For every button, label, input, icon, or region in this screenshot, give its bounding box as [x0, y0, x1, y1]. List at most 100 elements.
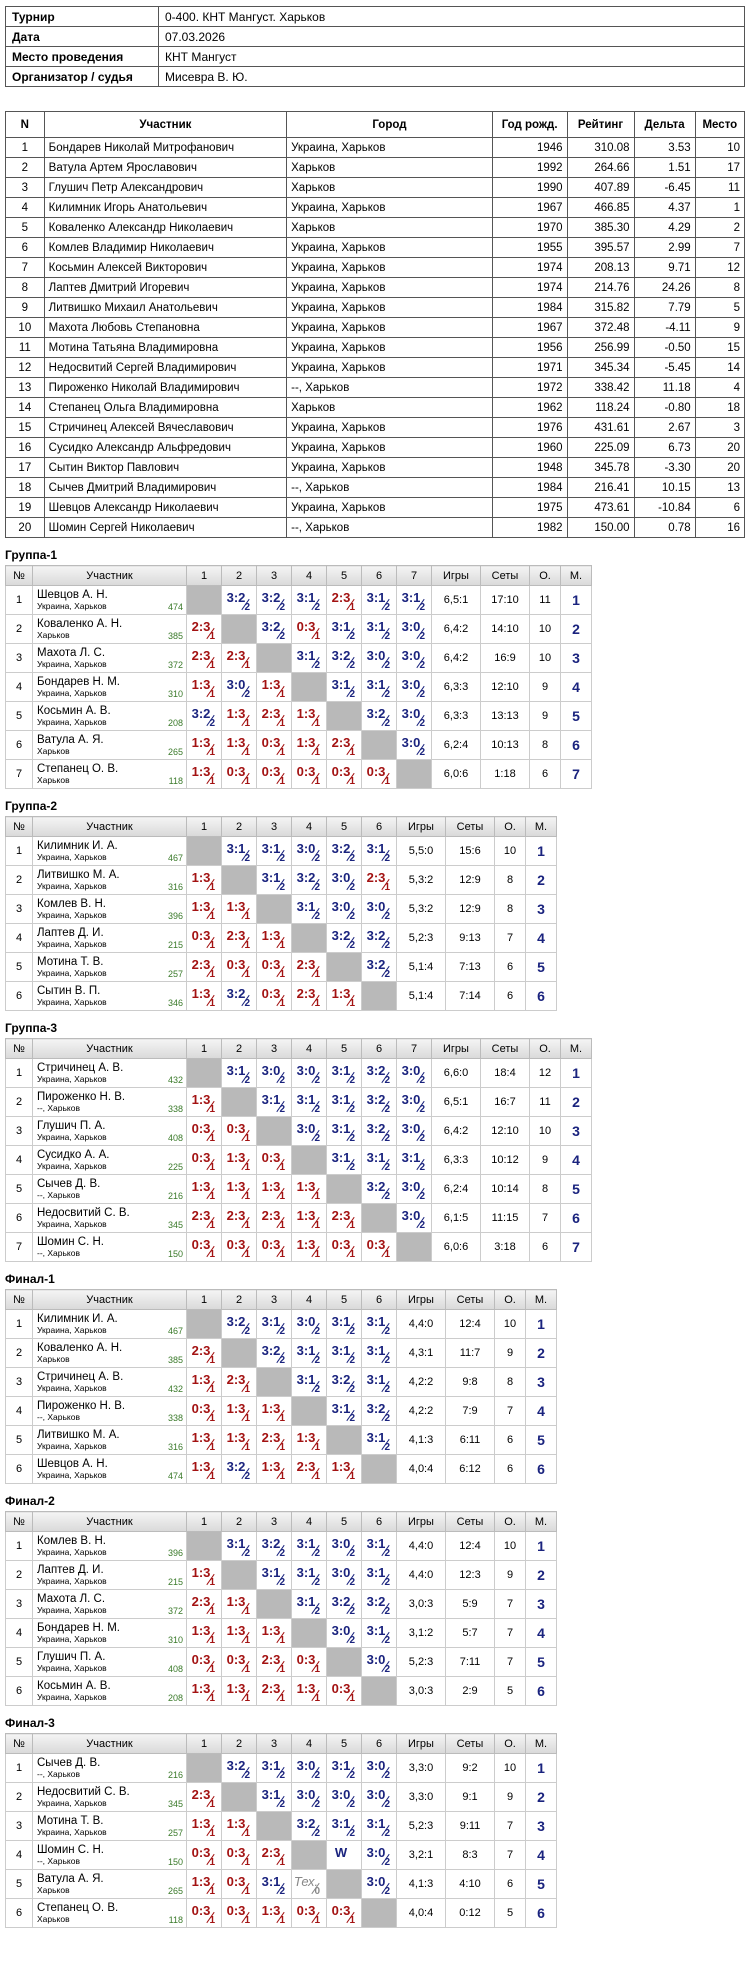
game-points: 1 — [209, 1886, 215, 1897]
participant-rating: 150 — [167, 1249, 183, 1259]
game-cell: 3:1 2 — [361, 1560, 397, 1590]
seed-number: 1 — [5, 585, 33, 615]
game-cell: 3:0 2 — [291, 1116, 327, 1146]
points: 10 — [529, 1116, 561, 1146]
points: 7 — [494, 1647, 526, 1677]
participant-name: Стричинец А. В. — [37, 1371, 124, 1383]
game-cell: 0:3 1 — [221, 1647, 257, 1677]
participant-rating: 257 — [167, 1828, 183, 1838]
game-points: 1 — [349, 1693, 355, 1704]
place: 6 — [525, 1676, 557, 1706]
column-header: Игры — [396, 1511, 446, 1532]
place: 5 — [525, 952, 557, 982]
player-row: 12 Недосвитий Сергей Владимирович Украина,… — [5, 357, 746, 378]
game-score: 3:1 — [366, 589, 386, 605]
sets: 12:10 — [480, 672, 530, 702]
column-header: 6 — [361, 1511, 397, 1532]
game-score: 3:1 — [366, 1815, 386, 1831]
game-points: 2 — [314, 1384, 320, 1395]
player-cell: 395.57 — [566, 237, 635, 258]
game-cell: 3:0 2 — [326, 1618, 362, 1648]
seed-number: 5 — [5, 952, 33, 982]
game-points: 1 — [279, 1471, 285, 1482]
group-row: 2 Пироженко Н. В. --, Харьков 338 1:3 1 3:1 2 3:… — [5, 1087, 592, 1117]
game-cell-empty — [186, 1531, 222, 1561]
sets: 16:9 — [480, 643, 530, 673]
participant: Бондарев Н. М. Украина, Харьков 310 — [32, 672, 187, 702]
participant-name: Сычев Д. В. — [37, 1757, 101, 1769]
game-points: 2 — [314, 911, 320, 922]
participant: Коваленко А. Н. Харьков 385 — [32, 614, 187, 644]
game-points: 2 — [349, 882, 355, 893]
column-header: Сеты — [445, 1511, 495, 1532]
participant: Косьмин А. В. Украина, Харьков 208 — [32, 1676, 187, 1706]
participant: Килимник И. А. Украина, Харьков 467 — [32, 836, 187, 866]
game-score: 1:3 — [191, 1091, 211, 1107]
game-score: 3:2 — [261, 618, 281, 634]
player-cell: 2.99 — [633, 237, 696, 258]
place: 3 — [525, 1811, 557, 1841]
player-cell: 13 — [5, 377, 45, 398]
game-cell: 1:3 1 — [186, 1869, 222, 1899]
player-row: 8 Лаптев Дмитрий Игоревич Украина, Харьков… — [5, 277, 746, 298]
game-score: 3:2 — [366, 1178, 386, 1194]
participant: Коваленко А. Н. Харьков 385 — [32, 1338, 187, 1368]
game-cell: 3:2 2 — [361, 1058, 397, 1088]
seed-number: 6 — [5, 1676, 33, 1706]
participant: Глушич П. А. Украина, Харьков 408 — [32, 1116, 187, 1146]
place: 4 — [560, 672, 592, 702]
game-points: 1 — [279, 1162, 285, 1173]
participant: Лаптев Д. И. Украина, Харьков 215 — [32, 923, 187, 953]
sets: 12:4 — [445, 1531, 495, 1561]
player-cell: 1975 — [491, 497, 568, 518]
game-score: 2:3 — [226, 927, 246, 943]
place: 4 — [560, 1145, 592, 1175]
game-points: 1 — [279, 1664, 285, 1675]
player-cell: 256.99 — [566, 337, 635, 358]
game-points: 2 — [279, 1548, 285, 1559]
column-header: 3 — [256, 816, 292, 837]
game-cell: 3:0 2 — [361, 894, 397, 924]
group-header: № Участник 1 2 3 4 5 6 Игры Сеты О. М. — [5, 1289, 557, 1310]
place: 4 — [525, 1618, 557, 1648]
game-cell: 3:0 2 — [396, 1174, 432, 1204]
participant: Недосвитий С. В. Украина, Харьков 345 — [32, 1203, 187, 1233]
game-points: 2 — [419, 1220, 425, 1231]
player-cell: 385.30 — [566, 217, 635, 238]
game-score: 3:0 — [331, 1564, 351, 1580]
place: 6 — [525, 1898, 557, 1928]
player-cell: 372.48 — [566, 317, 635, 338]
game-score: 0:3 — [191, 927, 211, 943]
game-points: 2 — [279, 1075, 285, 1086]
seed-number: 1 — [5, 1753, 33, 1783]
game-score: 1:3 — [226, 1593, 246, 1609]
game-score: 3:1 — [401, 1149, 421, 1165]
games: 4,2:2 — [396, 1367, 446, 1397]
game-score: 3:2 — [366, 1593, 386, 1609]
game-points: 2 — [349, 1104, 355, 1115]
game-points: 1 — [314, 1693, 320, 1704]
game-cell-empty — [256, 1116, 292, 1146]
participant-name: Недосвитий С. В. — [37, 1786, 130, 1798]
game-cell: 3:1 2 — [291, 1367, 327, 1397]
game-points: 1 — [314, 1220, 320, 1231]
player-cell: Украина, Харьков — [286, 457, 493, 478]
player-cell: Харьков — [286, 157, 493, 178]
column-header: 6 — [361, 565, 397, 586]
game-points: 2 — [384, 1384, 390, 1395]
game-points: 1 — [279, 1220, 285, 1231]
games: 6,6:0 — [431, 1058, 481, 1088]
participant-rating: 345 — [167, 1799, 183, 1809]
game-score: 3:1 — [366, 1622, 386, 1638]
game-score: 3:1 — [296, 898, 316, 914]
seed-number: 2 — [5, 1087, 33, 1117]
game-score: 3:2 — [331, 1371, 351, 1387]
game-cell: 3:1 2 — [291, 1589, 327, 1619]
participant-name: Литвишко М. А. — [37, 1429, 120, 1441]
game-points: 2 — [349, 1326, 355, 1337]
game-cell: 3:0 2 — [361, 1753, 397, 1783]
game-points: 1 — [244, 1693, 250, 1704]
place: 3 — [525, 1367, 557, 1397]
game-score: 1:3 — [296, 1680, 316, 1696]
game-points: 2 — [314, 1326, 320, 1337]
